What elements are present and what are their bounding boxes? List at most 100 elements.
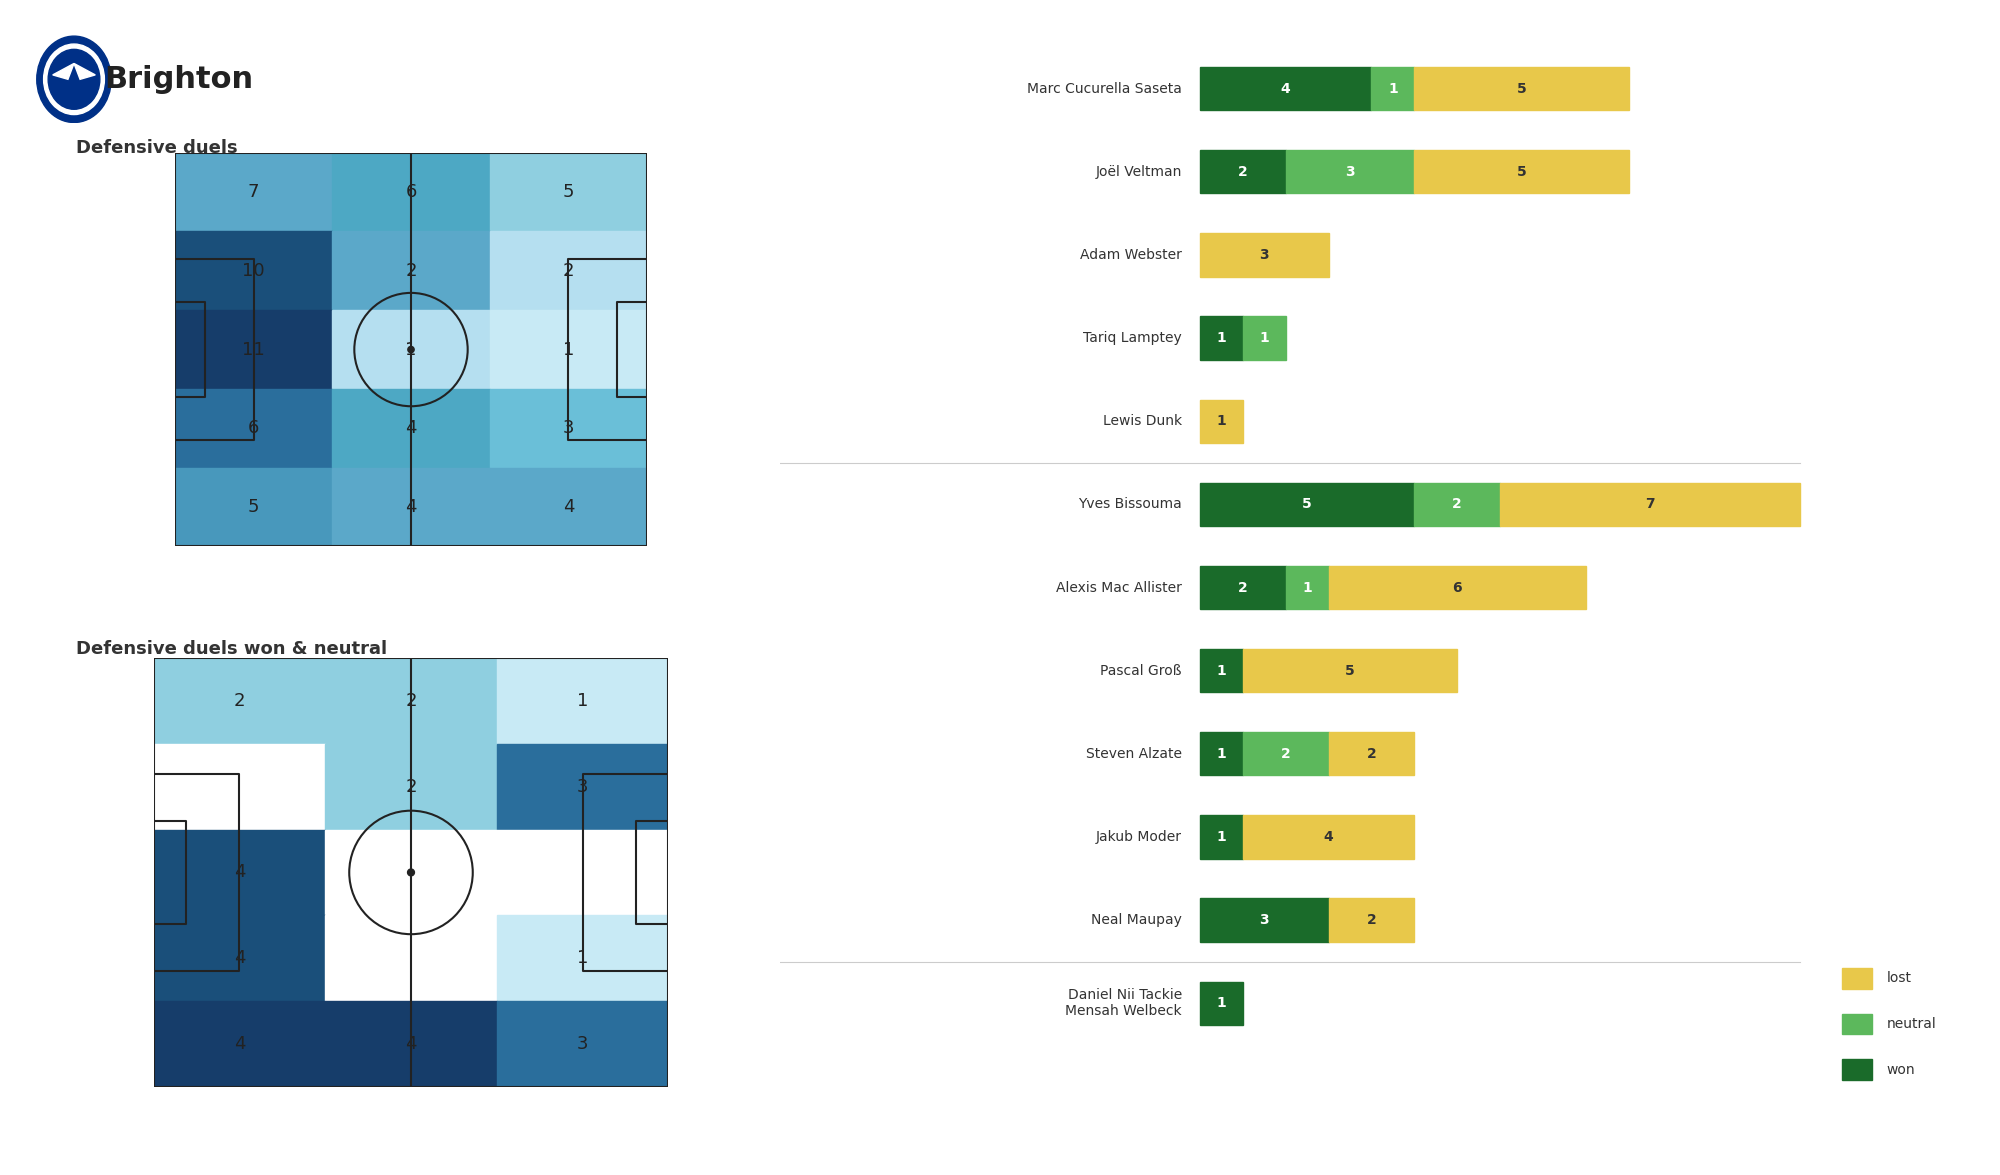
Bar: [1200, 150, 1286, 194]
Bar: [496, 744, 668, 830]
Text: 11: 11: [242, 341, 264, 358]
Text: Pascal Groß: Pascal Groß: [1100, 664, 1182, 678]
Bar: [1842, 1014, 1872, 1034]
Bar: [154, 830, 326, 915]
Text: 1: 1: [1216, 664, 1226, 678]
Text: 6: 6: [406, 183, 416, 201]
Bar: [154, 658, 326, 744]
Text: Alexis Mac Allister: Alexis Mac Allister: [1056, 580, 1182, 595]
Text: 4: 4: [234, 864, 246, 881]
Text: lost: lost: [1886, 972, 1912, 986]
Bar: [174, 153, 332, 231]
Text: won: won: [1886, 1063, 1916, 1076]
Bar: [1842, 968, 1872, 988]
Text: Steven Alzate: Steven Alzate: [1086, 747, 1182, 760]
Text: Adam Webster: Adam Webster: [1080, 248, 1182, 262]
Text: 2: 2: [406, 692, 416, 710]
Text: 1: 1: [1260, 331, 1270, 345]
Circle shape: [48, 49, 100, 109]
Bar: [174, 389, 332, 468]
Text: 5: 5: [1346, 664, 1354, 678]
Circle shape: [44, 43, 104, 115]
Bar: [332, 389, 490, 468]
Bar: [1286, 150, 1414, 194]
Bar: [1242, 815, 1414, 859]
Text: 4: 4: [406, 498, 416, 516]
Text: neutral: neutral: [1886, 1018, 1936, 1030]
Text: 2: 2: [1238, 580, 1248, 595]
Text: 1: 1: [1388, 81, 1398, 95]
Bar: [1200, 649, 1242, 692]
Bar: [490, 310, 648, 389]
Bar: [1414, 150, 1628, 194]
Polygon shape: [52, 63, 74, 80]
Text: 2: 2: [1366, 747, 1376, 760]
Bar: [326, 830, 496, 915]
Text: 6: 6: [248, 419, 260, 437]
Bar: [1500, 483, 1800, 526]
Text: Defensive duels won & neutral: Defensive duels won & neutral: [76, 640, 388, 658]
Text: Brighton: Brighton: [104, 65, 254, 94]
Circle shape: [408, 870, 414, 875]
Text: 4: 4: [562, 498, 574, 516]
Text: 4: 4: [406, 1035, 416, 1053]
Text: Neal Maupay: Neal Maupay: [1092, 913, 1182, 927]
Text: 10: 10: [242, 262, 264, 280]
Text: 3: 3: [1260, 248, 1270, 262]
Text: 4: 4: [1324, 830, 1334, 844]
Bar: [1200, 815, 1242, 859]
Text: 3: 3: [576, 1035, 588, 1053]
Bar: [496, 915, 668, 1001]
Bar: [1242, 316, 1286, 360]
Text: Joël Veltman: Joël Veltman: [1096, 165, 1182, 179]
Bar: [154, 1001, 326, 1087]
Text: 1: 1: [1302, 580, 1312, 595]
Text: 1: 1: [1216, 747, 1226, 760]
Bar: [490, 231, 648, 310]
Text: 2: 2: [1366, 913, 1376, 927]
Text: 1: 1: [1216, 415, 1226, 428]
Bar: [1242, 649, 1458, 692]
Bar: [1242, 732, 1328, 776]
Bar: [154, 744, 326, 830]
Bar: [490, 389, 648, 468]
Text: 2: 2: [562, 262, 574, 280]
Bar: [1200, 234, 1328, 276]
Bar: [174, 310, 332, 389]
Bar: [1200, 483, 1414, 526]
Bar: [1328, 732, 1414, 776]
Text: 5: 5: [1516, 165, 1526, 179]
Text: 2: 2: [406, 262, 416, 280]
Text: 5: 5: [248, 498, 260, 516]
Bar: [1200, 732, 1242, 776]
Text: Yves Bissouma: Yves Bissouma: [1078, 497, 1182, 511]
Bar: [1200, 67, 1372, 110]
Text: 2: 2: [1452, 497, 1462, 511]
Bar: [1414, 67, 1628, 110]
Text: Tariq Lamptey: Tariq Lamptey: [1084, 331, 1182, 345]
Text: Daniel Nii Tackie
Mensah Welbeck: Daniel Nii Tackie Mensah Welbeck: [1066, 988, 1182, 1019]
Text: 3: 3: [576, 778, 588, 795]
Bar: [1200, 899, 1328, 941]
Text: 1: 1: [576, 692, 588, 710]
Bar: [490, 153, 648, 231]
Text: Jakub Moder: Jakub Moder: [1096, 830, 1182, 844]
Text: 2: 2: [1280, 747, 1290, 760]
Bar: [1200, 981, 1242, 1025]
Bar: [1286, 566, 1328, 609]
Text: 1: 1: [406, 341, 416, 358]
Bar: [332, 310, 490, 389]
Text: 4: 4: [406, 419, 416, 437]
Text: 5: 5: [1302, 497, 1312, 511]
Text: 4: 4: [234, 1035, 246, 1053]
Text: 3: 3: [562, 419, 574, 437]
Bar: [326, 744, 496, 830]
Text: 1: 1: [1216, 830, 1226, 844]
Text: 4: 4: [234, 949, 246, 967]
Text: 2: 2: [234, 692, 246, 710]
Bar: [174, 468, 332, 546]
Bar: [326, 658, 496, 744]
Bar: [332, 468, 490, 546]
Circle shape: [408, 347, 414, 352]
Bar: [332, 153, 490, 231]
